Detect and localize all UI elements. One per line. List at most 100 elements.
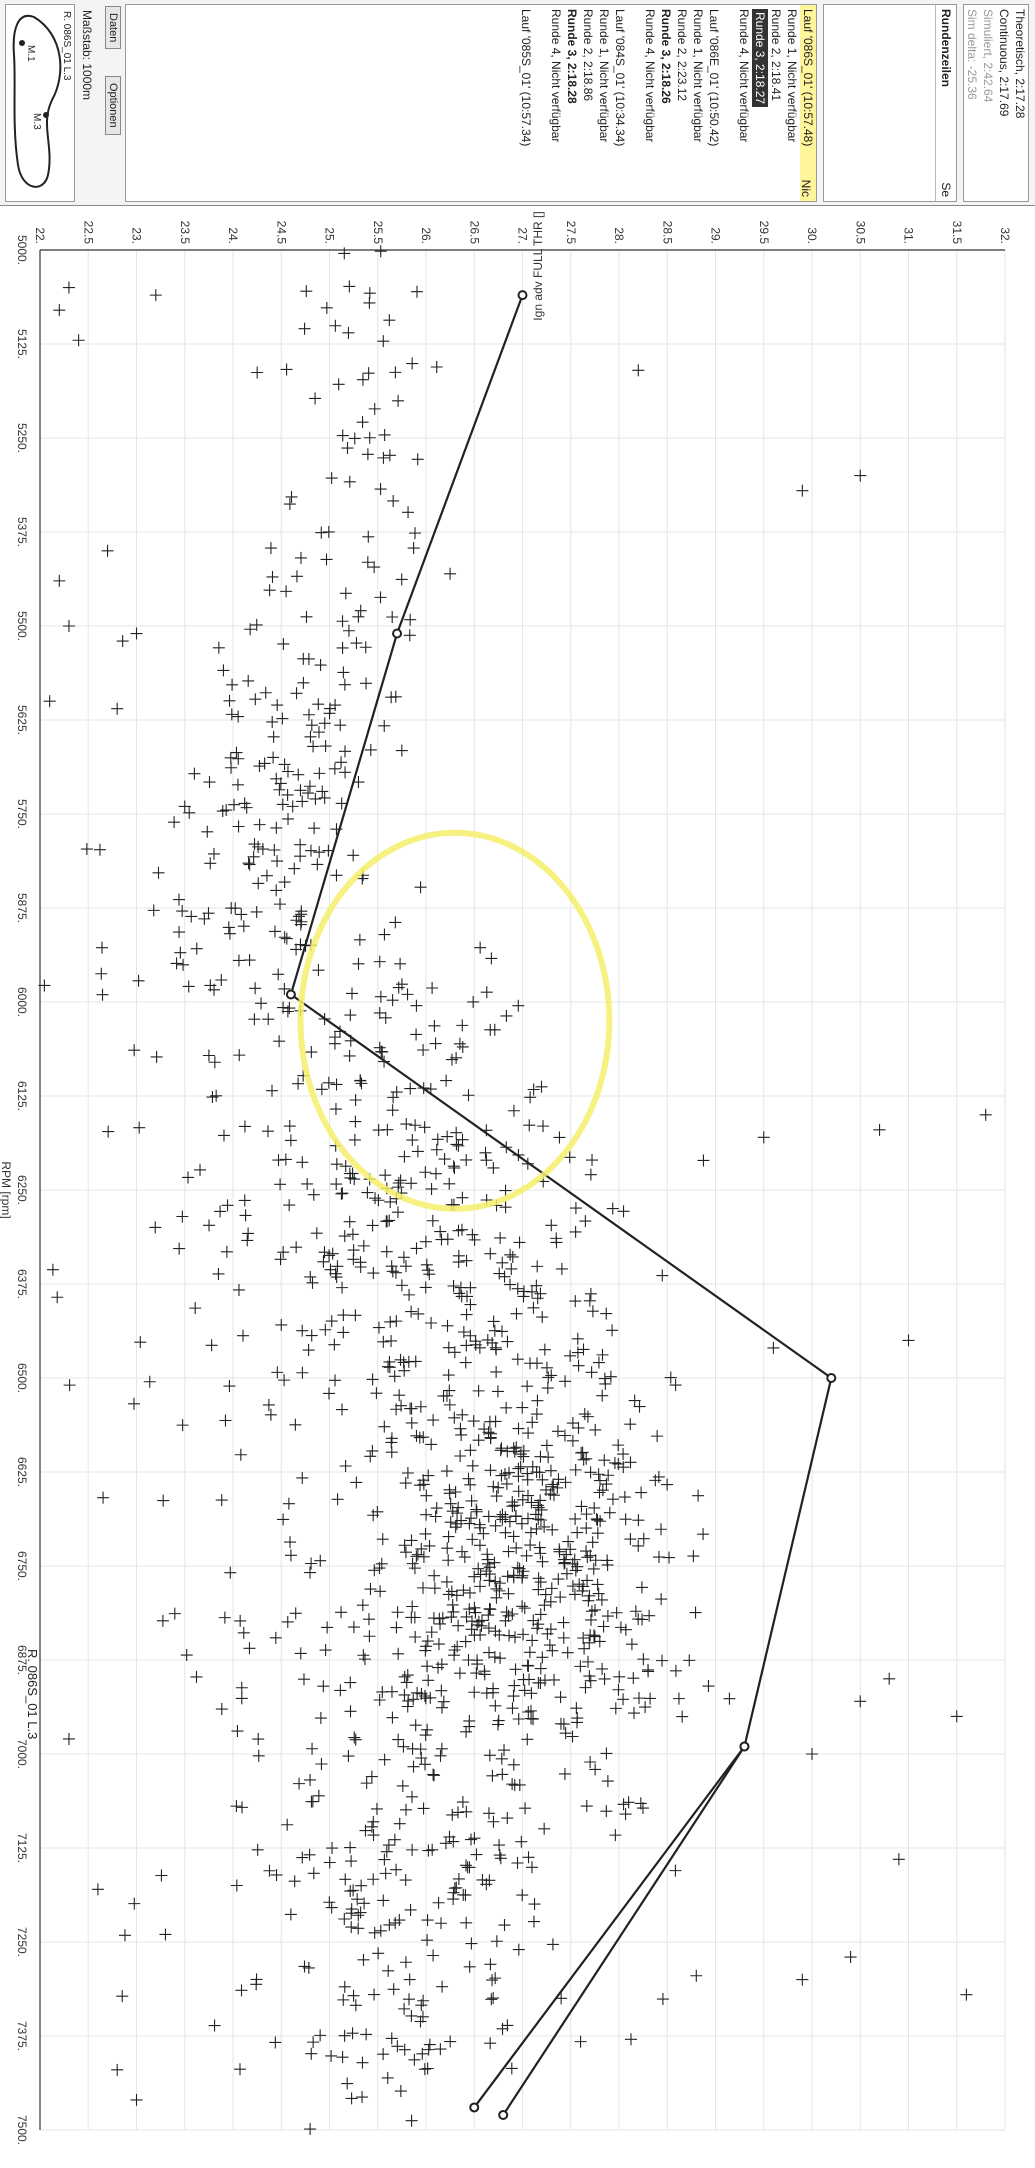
lap-item[interactable]: Runde 1, Nicht verfügbar (785, 9, 799, 143)
data-point (344, 1885, 357, 1898)
data-point (395, 573, 408, 586)
data-point (448, 1882, 461, 1895)
data-point (351, 1893, 364, 1906)
data-point (385, 1446, 398, 1459)
data-point (873, 1123, 886, 1136)
data-point (493, 1584, 506, 1597)
data-point (522, 1427, 535, 1440)
data-point (273, 1035, 286, 1048)
data-point (377, 1335, 390, 1348)
run-title[interactable]: Lauf '084S_01' (10:34.34) (613, 9, 627, 147)
data-point (477, 1527, 490, 1540)
data-point (43, 695, 56, 708)
data-point (304, 1773, 317, 1786)
data-point (522, 1706, 535, 1718)
data-point (538, 1822, 551, 1835)
data-point (601, 1610, 614, 1623)
data-point (309, 392, 322, 405)
data-point (854, 1695, 867, 1708)
data-point (633, 1692, 646, 1705)
lap-item[interactable]: Runde 4, Nicht verfügbar (643, 9, 657, 143)
data-point (407, 542, 420, 555)
data-point (230, 746, 243, 759)
data-point (462, 1654, 475, 1667)
data-point (422, 2043, 435, 2056)
data-point (267, 730, 280, 743)
data-point (339, 587, 352, 600)
data-point (493, 1839, 506, 1852)
data-point (577, 1453, 590, 1466)
data-point (347, 1884, 360, 1897)
tab-daten[interactable]: Daten (105, 6, 121, 50)
data-point (262, 1398, 275, 1411)
data-point (405, 1790, 418, 1803)
data-point (579, 1681, 592, 1694)
sim-delta: Sim delta: -25.36 (965, 9, 979, 100)
lap-item[interactable]: Runde 1, Nicht verfügbar (597, 9, 611, 143)
data-point (398, 1364, 411, 1377)
data-point (405, 2114, 418, 2127)
data-point (223, 694, 236, 707)
data-point (442, 1530, 455, 1543)
data-point (348, 1133, 361, 1146)
x-tick-label: 6750. (15, 1551, 29, 1581)
data-point (395, 1279, 408, 1292)
data-point (491, 1718, 504, 1731)
tab-optionen[interactable]: Optionen (105, 76, 121, 135)
data-point (490, 1935, 503, 1948)
data-point (496, 1768, 509, 1781)
lap-item[interactable]: Runde 1, Nicht verfügbar (691, 9, 705, 143)
data-point (329, 1103, 342, 1116)
lap-item[interactable]: Runde 2, 2:18.41 (769, 9, 783, 102)
map-node (285, 989, 296, 1000)
data-point (302, 1344, 315, 1357)
data-point (441, 1130, 454, 1143)
lap-item[interactable]: Runde 3, 2:18.26 (659, 9, 673, 104)
data-point (426, 1843, 439, 1856)
lap-item[interactable]: Runde 2, 2:18.86 (581, 9, 595, 102)
data-point (322, 1076, 335, 1089)
data-point (390, 1403, 403, 1416)
lap-item[interactable]: Runde 2, 2:23.12 (675, 9, 689, 102)
data-point (128, 1044, 141, 1057)
x-tick-label: 6625. (15, 1457, 29, 1487)
y-tick-label: 31.5 (950, 221, 964, 245)
run-title[interactable]: Lauf '086E_01' (10:50.42) (707, 9, 721, 147)
data-point (404, 1903, 417, 1916)
data-point (320, 553, 333, 566)
data-point (490, 1582, 503, 1595)
data-point (399, 1874, 412, 1887)
lap-item[interactable]: Runde 4, Nicht verfügbar (549, 9, 563, 143)
map-node (469, 2102, 480, 2113)
data-point (372, 1321, 385, 1334)
data-point (481, 1333, 494, 1346)
data-point (297, 676, 310, 689)
data-point (284, 1908, 297, 1921)
lap-item[interactable]: Runde 3, 2:18.28 (565, 9, 579, 104)
data-point (584, 1287, 597, 1300)
data-point (546, 1938, 559, 1951)
data-point (243, 858, 256, 871)
lap-item-selected[interactable]: Runde 3, 2:18.27 (752, 9, 768, 108)
se-label[interactable]: Se (939, 182, 953, 197)
data-point (385, 2032, 398, 2045)
run-title[interactable]: Lauf '086S_01' (10:57.48) (800, 5, 816, 201)
data-point (575, 1500, 588, 1513)
run-title[interactable]: Lauf '085S_01' (10:57.34) (519, 9, 533, 147)
data-point (502, 1587, 515, 1600)
track-map[interactable]: R. 086S_01 L.3 M.1 M.3 (5, 4, 75, 202)
data-point (354, 1074, 367, 1087)
lap-item[interactable]: Runde 4, Nicht verfügbar (737, 9, 751, 143)
data-point (173, 1242, 186, 1255)
data-point (487, 1315, 500, 1328)
data-point (314, 2029, 327, 2042)
data-point (376, 1533, 389, 1546)
data-point (243, 954, 256, 967)
data-point (535, 1080, 548, 1093)
data-point (482, 1807, 495, 1820)
data-point (583, 1636, 596, 1649)
data-point (625, 1638, 638, 1651)
data-point (444, 567, 457, 580)
data-point (349, 1309, 362, 1322)
